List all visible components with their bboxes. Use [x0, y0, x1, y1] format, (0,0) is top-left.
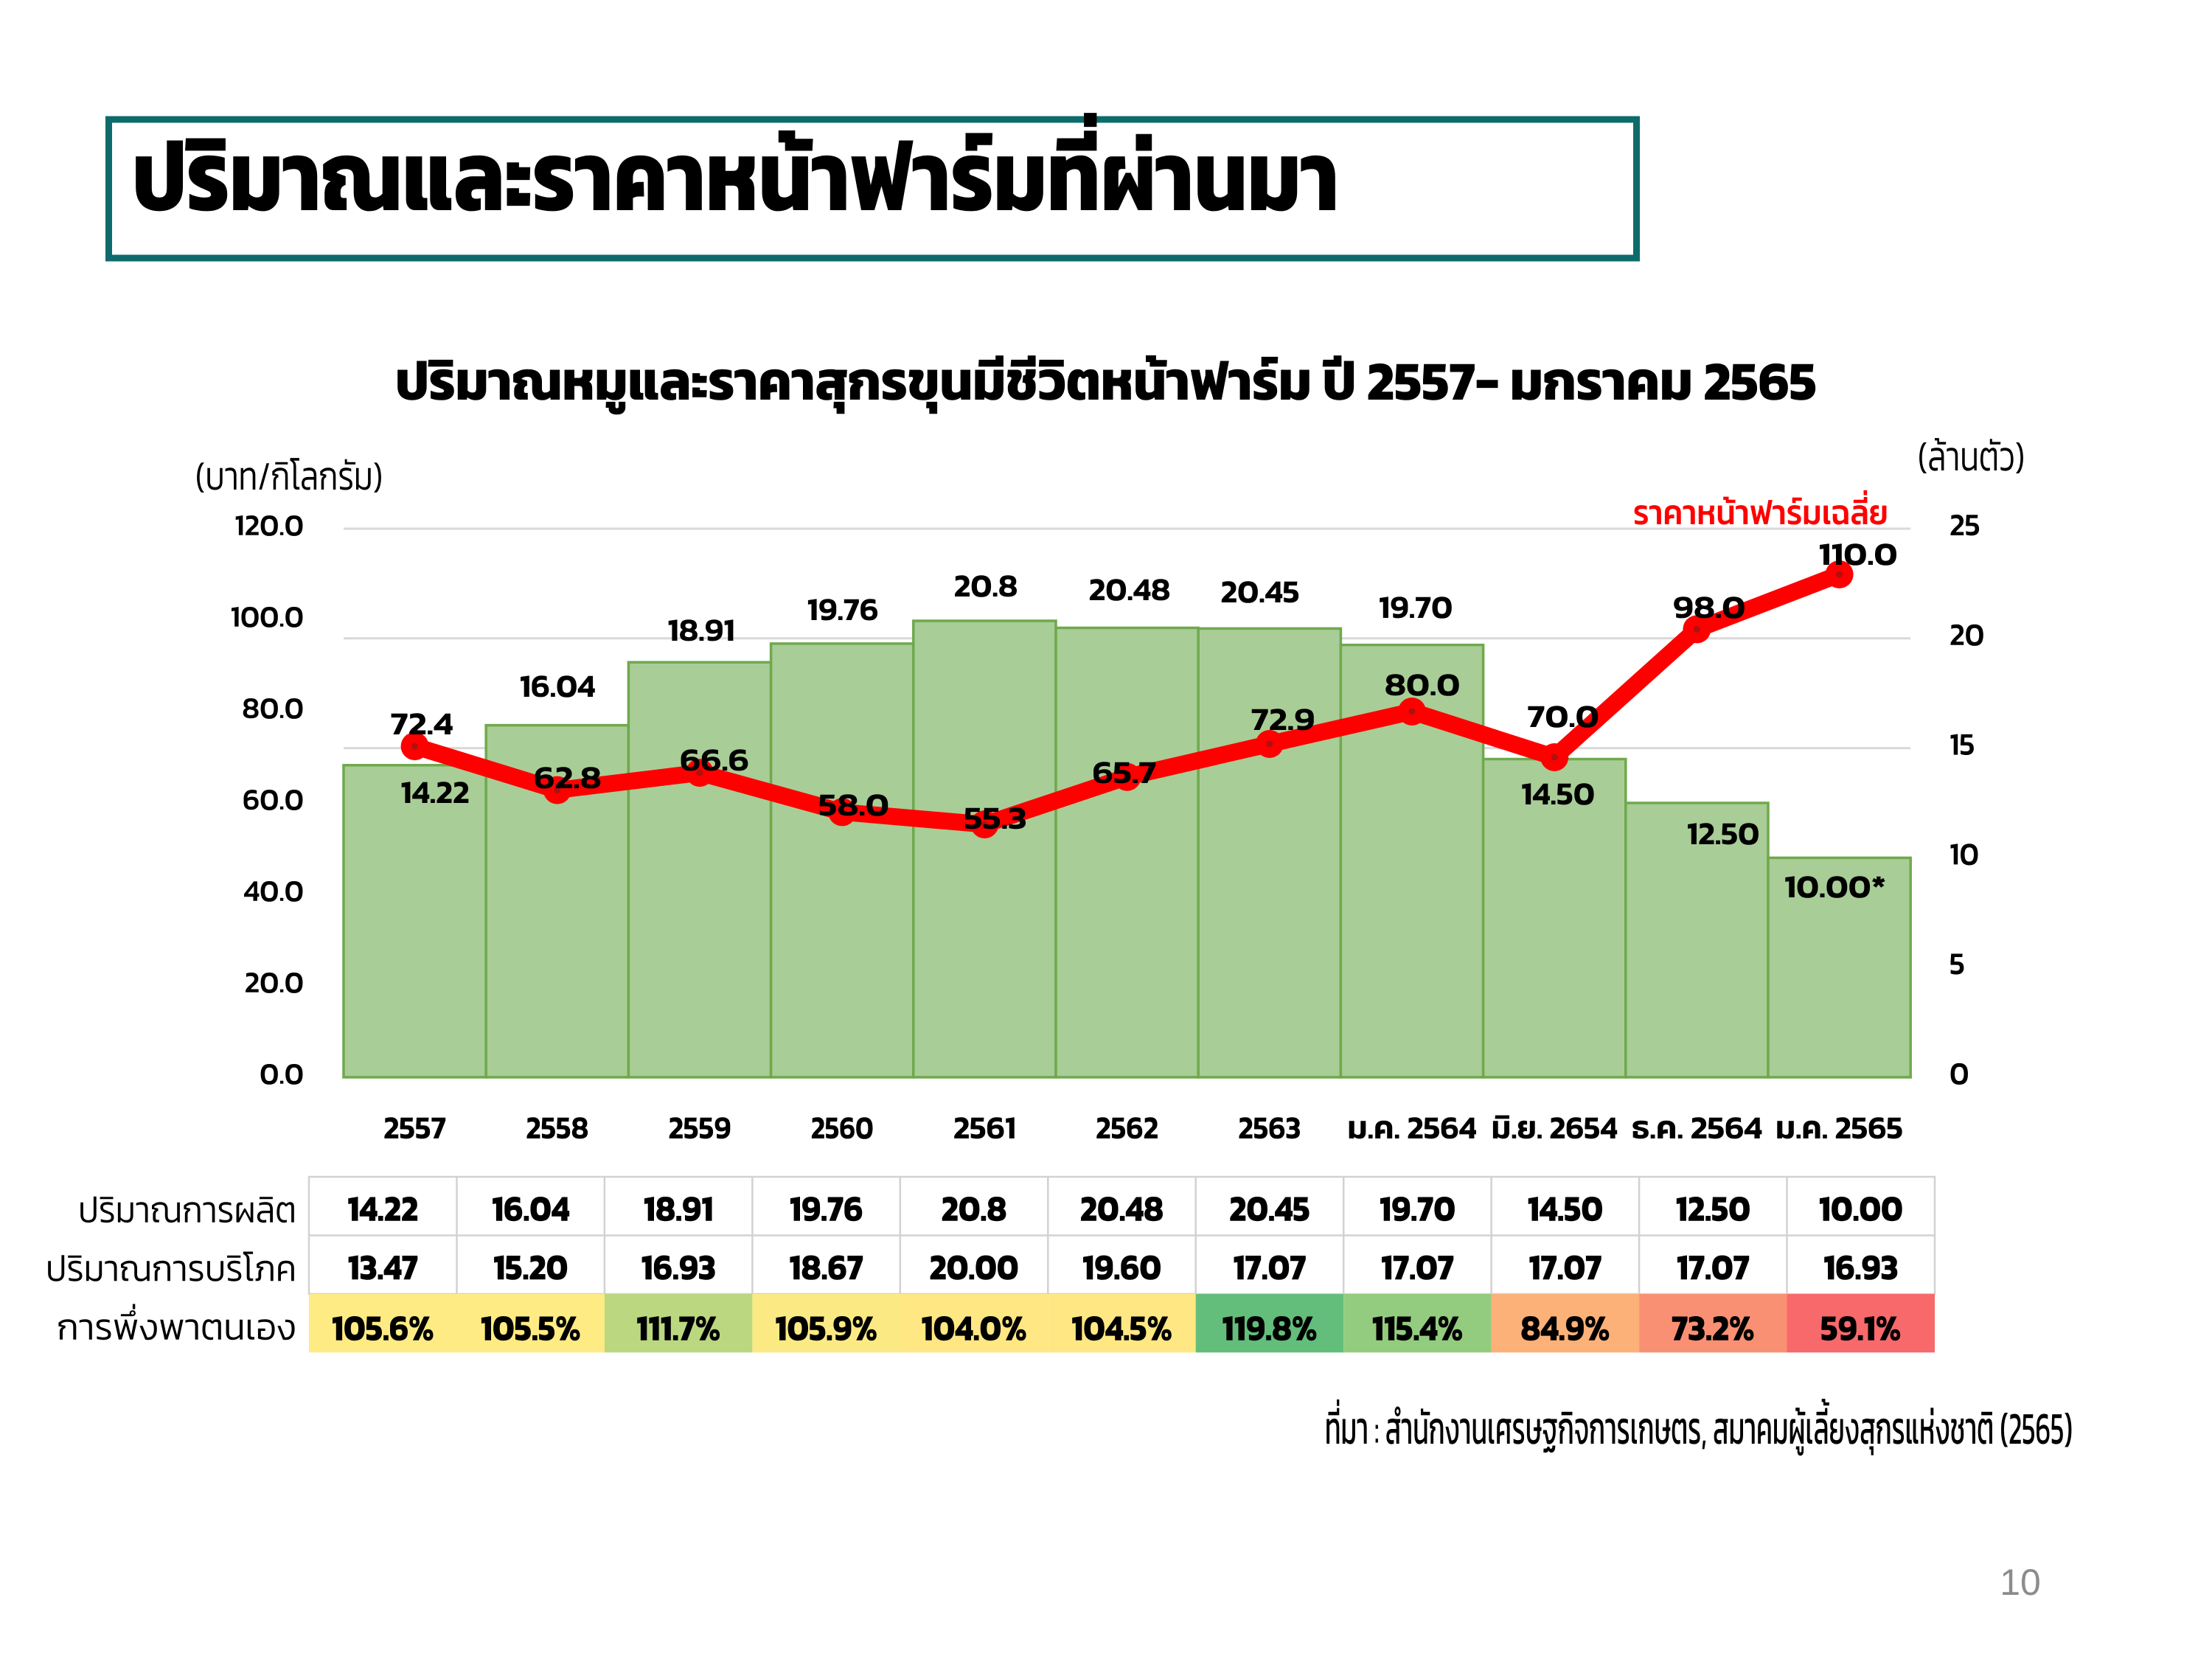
svg-text:10: 10 [2000, 1562, 2041, 1603]
